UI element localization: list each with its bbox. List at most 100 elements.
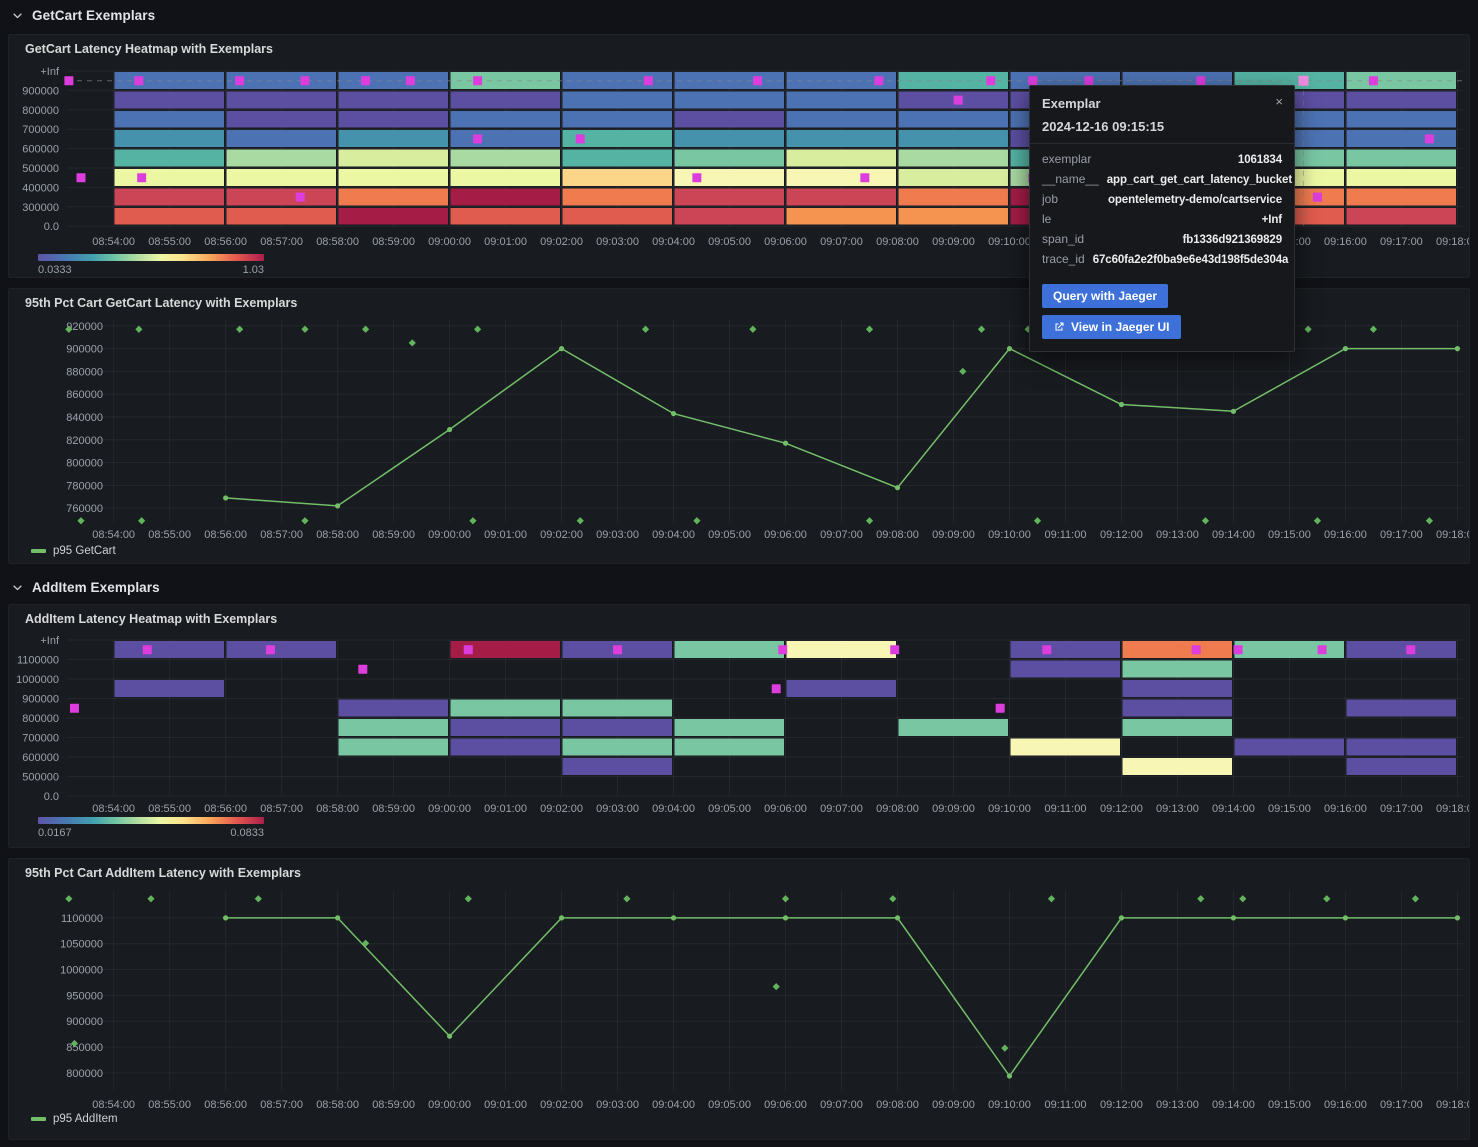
data-point[interactable] — [1342, 346, 1349, 352]
exemplar-diamond-marker[interactable] — [473, 325, 482, 333]
exemplar-marker[interactable] — [1042, 645, 1052, 655]
exemplar-diamond-marker[interactable] — [1304, 325, 1312, 333]
exemplar-diamond-marker[interactable] — [1001, 1044, 1009, 1052]
data-point[interactable] — [782, 440, 789, 446]
heatmap-cell[interactable] — [562, 149, 673, 167]
data-point[interactable] — [335, 503, 341, 509]
exemplar-marker[interactable] — [76, 173, 86, 183]
heatmap-cell[interactable] — [114, 680, 225, 697]
getcart-latency-chart[interactable]: 920000 900000 880000 860000 840000 820000 8000… — [9, 289, 1469, 543]
heatmap-cell[interactable] — [338, 699, 449, 717]
heatmap-cell[interactable] — [114, 188, 225, 206]
exemplar-diamond-marker[interactable] — [865, 325, 874, 333]
heatmap-cell[interactable] — [338, 719, 449, 736]
exemplar-diamond-marker[interactable] — [1411, 895, 1420, 903]
heatmap-cell[interactable] — [338, 91, 449, 109]
heatmap-cell[interactable] — [226, 207, 337, 225]
exemplar-diamond-marker[interactable] — [959, 367, 967, 376]
heatmap-cell[interactable] — [674, 188, 785, 206]
heatmap-cell[interactable] — [786, 91, 897, 109]
heatmap-cell[interactable] — [450, 110, 561, 128]
heatmap-cell[interactable] — [562, 758, 673, 775]
data-point[interactable] — [1118, 401, 1125, 408]
exemplar-marker[interactable] — [753, 76, 763, 86]
exemplar-diamond-marker[interactable] — [301, 325, 309, 333]
exemplar-marker[interactable] — [64, 76, 74, 86]
additem-latency-chart[interactable]: 1100000105000010000009500009000008500008… — [9, 859, 1469, 1115]
heatmap-cell[interactable] — [114, 110, 225, 128]
exemplar-diamond-marker[interactable] — [693, 517, 701, 525]
data-point[interactable] — [1342, 915, 1349, 921]
heatmap-cell[interactable] — [1122, 699, 1232, 717]
exemplar-marker[interactable] — [986, 76, 996, 86]
data-point[interactable] — [1230, 408, 1237, 414]
exemplar-marker[interactable] — [300, 76, 310, 86]
heatmap-cell[interactable] — [898, 149, 1008, 167]
heatmap-cell[interactable] — [1010, 660, 1120, 678]
heatmap-cell[interactable] — [114, 641, 225, 658]
heatmap-cell[interactable] — [898, 719, 1008, 736]
exemplar-diamond-marker[interactable] — [772, 983, 780, 991]
exemplar-diamond-marker[interactable] — [889, 895, 897, 903]
heatmap-cell[interactable] — [450, 130, 561, 148]
heatmap-cell[interactable] — [1346, 188, 1456, 206]
heatmap-cell[interactable] — [114, 149, 225, 167]
exemplar-marker[interactable] — [643, 76, 653, 86]
heatmap-cell[interactable] — [114, 91, 225, 109]
exemplar-marker[interactable] — [358, 664, 368, 674]
exemplar-marker[interactable] — [1368, 76, 1378, 86]
heatmap-cell[interactable] — [226, 149, 337, 167]
heatmap-cell[interactable] — [226, 641, 337, 658]
heatmap-cell[interactable] — [674, 110, 785, 128]
data-point[interactable] — [1230, 915, 1237, 921]
heatmap-cell[interactable] — [898, 169, 1008, 186]
exemplar-diamond-marker[interactable] — [641, 325, 650, 333]
exemplar-marker[interactable] — [1233, 645, 1243, 655]
series-line[interactable] — [225, 347, 1458, 507]
exemplar-marker[interactable] — [1406, 645, 1416, 655]
heatmap-cell[interactable] — [898, 72, 1008, 89]
exemplar-marker[interactable] — [860, 173, 870, 183]
exemplar-marker-selected[interactable] — [1298, 75, 1309, 86]
exemplar-diamond-marker[interactable] — [1313, 517, 1322, 525]
legend-p95-getcart[interactable]: p95 GetCart — [31, 545, 116, 557]
heatmap-cell[interactable] — [1346, 699, 1456, 717]
heatmap-cell[interactable] — [338, 130, 449, 148]
data-point[interactable] — [1454, 915, 1461, 921]
exemplar-marker[interactable] — [361, 76, 371, 86]
heatmap-cell[interactable] — [786, 169, 897, 186]
heatmap-cell[interactable] — [450, 699, 561, 717]
heatmap-cell[interactable] — [1122, 758, 1232, 775]
data-point[interactable] — [1118, 915, 1125, 921]
data-point[interactable] — [894, 915, 901, 921]
exemplar-diamond-marker[interactable] — [147, 895, 155, 903]
exemplar-diamond-marker[interactable] — [464, 895, 472, 903]
heatmap-cell[interactable] — [450, 149, 561, 167]
panel-title[interactable]: GetCart Latency Heatmap with Exemplars — [25, 42, 273, 56]
heatmap-cell[interactable] — [338, 738, 449, 756]
heatmap-cell[interactable] — [898, 207, 1008, 225]
exemplar-marker[interactable] — [874, 76, 884, 86]
panel-title[interactable]: 95th Pct Cart GetCart Latency with Exemp… — [25, 296, 298, 310]
heatmap-cell[interactable] — [1010, 738, 1120, 756]
heatmap-cell[interactable] — [1346, 641, 1456, 658]
exemplar-marker[interactable] — [1317, 645, 1327, 655]
exemplar-diamond-marker[interactable] — [1239, 895, 1247, 903]
exemplar-marker[interactable] — [137, 173, 147, 183]
exemplar-diamond-marker[interactable] — [138, 517, 146, 525]
data-point[interactable] — [782, 915, 789, 921]
heatmap-cell[interactable] — [674, 719, 785, 736]
heatmap-cell[interactable] — [226, 91, 337, 109]
exemplar-diamond-marker[interactable] — [135, 325, 143, 333]
data-point[interactable] — [558, 915, 565, 921]
data-point[interactable] — [670, 915, 677, 921]
view-in-jaeger-ui-button[interactable]: View in Jaeger UI — [1042, 315, 1181, 339]
chevron-down-icon[interactable] — [10, 8, 24, 22]
heatmap-cell[interactable] — [1122, 680, 1232, 697]
heatmap-cell[interactable] — [226, 169, 337, 186]
exemplar-marker[interactable] — [473, 76, 483, 86]
exemplar-marker[interactable] — [142, 645, 152, 655]
exemplar-marker[interactable] — [778, 645, 788, 655]
heatmap-cell[interactable] — [898, 110, 1008, 128]
exemplar-diamond-marker[interactable] — [1047, 895, 1056, 903]
